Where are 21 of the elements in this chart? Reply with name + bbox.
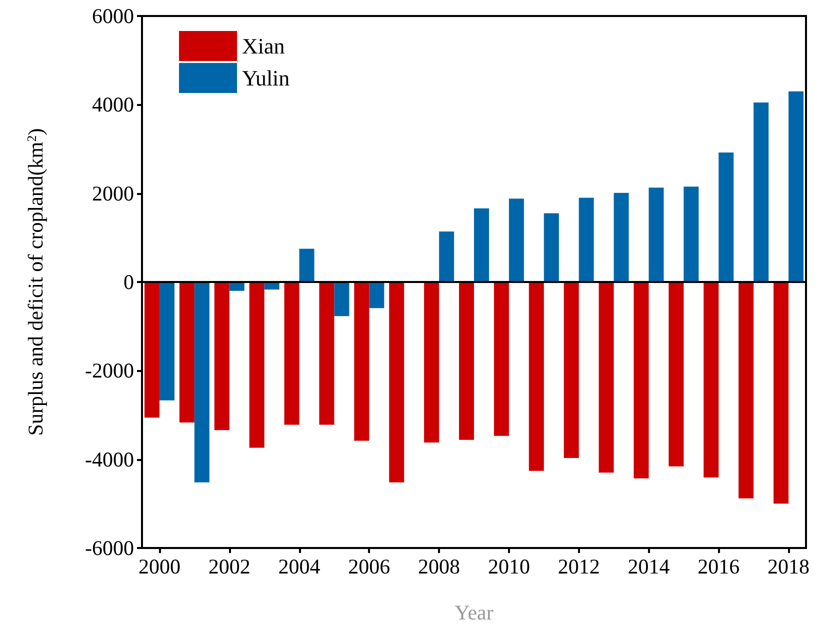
y-tick-label: -2000: [85, 358, 134, 383]
y-tick-label: -4000: [85, 447, 134, 472]
x-tick-label: 2010: [488, 554, 530, 578]
x-tick-label: 2006: [348, 554, 390, 578]
x-tick-label: 2008: [418, 554, 460, 578]
x-tick-label: 2004: [278, 554, 321, 578]
y-tick-label: 0: [124, 270, 134, 294]
x-tick-label: 2016: [698, 554, 740, 578]
legend-label: Yulin: [242, 66, 290, 90]
y-tick-label: -6000: [85, 536, 134, 560]
x-tick-label: 2012: [558, 554, 600, 578]
x-tick-label: 2002: [208, 554, 250, 578]
y-axis-title: Surplus and deficit of cropland(km2): [24, 128, 48, 436]
x-tick-label: 2000: [138, 554, 180, 578]
x-axis-title: Year: [454, 600, 494, 624]
x-tick-label: 2018: [768, 554, 810, 578]
legend-label: Xian: [242, 34, 285, 58]
y-tick-label: 4000: [92, 92, 134, 117]
y-tick-label: 6000: [92, 4, 134, 28]
x-tick-label: 2014: [628, 554, 670, 578]
y-tick-label: 2000: [92, 181, 134, 206]
